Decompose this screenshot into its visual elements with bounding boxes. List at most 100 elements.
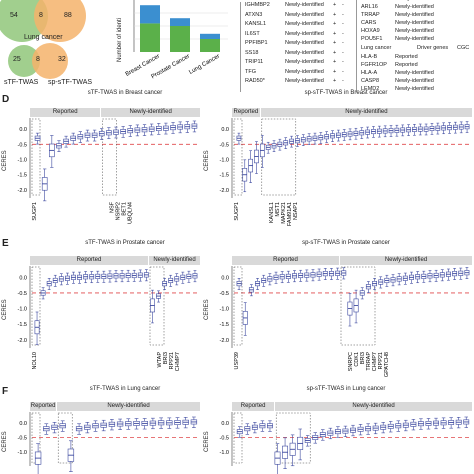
gene-table-mark: - — [342, 30, 344, 37]
box-mark — [131, 269, 137, 282]
y-tick-label: -0.5 — [220, 436, 229, 442]
box-mark — [157, 417, 165, 429]
box-plot-panel: Reported Newly-identified CERES 0.0 -0.5 -1.0… — [204, 108, 472, 226]
gene-table-mark: - — [342, 40, 344, 46]
venn-top-label: Lung cancer — [24, 34, 63, 41]
y-tick-label: -1.5 — [220, 173, 229, 179]
box-mark — [458, 267, 464, 280]
y-axis-label: CERES — [2, 299, 8, 320]
box-mark — [180, 271, 186, 284]
box-mark — [251, 421, 258, 434]
strip-newly-identified: Newly-identified — [57, 402, 200, 411]
gene-table-status: Newly-identified — [395, 20, 434, 26]
box-mark — [463, 416, 470, 428]
box-mark — [133, 418, 140, 430]
box-plot-panel: Reported Newly-identified CERES 0.0 -0.5 -1.0… — [2, 108, 200, 224]
gene-label: KANSL1 — [269, 202, 275, 223]
venn-bottom-left-count: 25 — [13, 56, 21, 63]
bar-ylabel: Number of identi — [117, 17, 123, 62]
box-mark — [410, 419, 417, 431]
gene-table-mark: - — [342, 11, 344, 18]
venn-bottom-label-left: sTF-TWAS — [4, 79, 39, 86]
gene-table-mark: - — [342, 59, 344, 65]
y-tick-label: -1.0 — [18, 307, 27, 313]
box-mark — [334, 426, 341, 438]
y-tick-label: 0.0 — [221, 127, 229, 133]
strip-newly-identified: Newly-identified — [260, 108, 472, 117]
box-mark — [77, 271, 82, 284]
gene-table-status: Newly-identified — [285, 30, 324, 37]
box-mark — [34, 311, 40, 346]
box-mark — [453, 121, 458, 134]
y-tick-label: 0.0 — [221, 421, 229, 427]
gene-table-gene: IL6ST — [245, 30, 260, 37]
box-mark — [155, 123, 162, 135]
box-mark — [297, 428, 304, 461]
box-mark — [441, 122, 447, 135]
box-mark — [464, 121, 470, 133]
y-axis-label: CERES — [2, 431, 8, 452]
gene-label: WTAP — [157, 352, 163, 368]
highlight-box — [31, 412, 41, 464]
panel-letter-d: D — [2, 94, 10, 105]
box-mark — [84, 129, 91, 142]
box-mark — [376, 125, 382, 138]
box-mark — [335, 267, 341, 280]
box-mark — [186, 270, 192, 283]
bar-segment — [200, 39, 220, 52]
highlight-box — [233, 266, 243, 346]
box-mark — [34, 443, 42, 474]
gene-label: SUGP1 — [234, 202, 240, 221]
venn-circle-left — [8, 45, 40, 77]
box-mark — [435, 122, 441, 135]
strip-newly-identified: Newly-identified — [275, 402, 472, 411]
box-mark — [328, 268, 334, 280]
box-mark — [77, 131, 84, 143]
box-mark — [421, 270, 427, 283]
box-mark — [384, 274, 390, 287]
box-mark — [429, 123, 435, 135]
strip-reported: Reported — [30, 108, 101, 117]
gene-table-status: Reported — [395, 54, 418, 60]
box-mark — [52, 274, 58, 287]
gene-table-status: Newly-identified — [395, 78, 434, 84]
box-mark — [34, 132, 41, 145]
y-tick-label: -2.0 — [220, 188, 229, 194]
box-mark — [101, 270, 107, 283]
y-tick-label: -0.5 — [18, 291, 27, 297]
box-mark — [445, 268, 451, 281]
box-mark — [40, 287, 46, 300]
box-mark — [113, 270, 119, 283]
gene-table-status: Newly-identified — [395, 86, 434, 92]
box-mark — [372, 278, 378, 290]
gene-label: GPATCH8 — [384, 352, 390, 377]
gene-table-mark: + — [333, 21, 337, 27]
y-tick-label: -1.5 — [18, 322, 27, 328]
box-mark — [312, 432, 319, 444]
box-mark — [108, 419, 116, 431]
box-mark — [400, 124, 406, 137]
box-mark — [116, 418, 124, 430]
gene-label: NOL10 — [32, 352, 38, 369]
box-mark — [279, 271, 285, 284]
box-mark — [378, 276, 384, 289]
box-plot-panel: Reported Newly-identified CERES 0.0 -0.5 -1.0… — [204, 256, 472, 377]
box-mark — [244, 423, 251, 435]
box-mark — [259, 420, 266, 432]
box-mark — [63, 135, 69, 148]
box-plot-svg: 0.0 -0.5 -1.0 -1.5 -2.0 NOL10 WTAP BRI3 RPP21 CHM… — [18, 266, 200, 371]
gene-table-status: Newly-identified — [395, 28, 434, 34]
gene-table-status: Newly-identified — [285, 78, 324, 84]
venn-bottom — [8, 43, 68, 79]
gene-table-gene: FGFR1OP — [361, 62, 387, 68]
box-plot-svg: 0.0 -0.5 -1.0 -1.5 -2.0 USP39 SNRPC CDK1 BRI3 TRR… — [220, 266, 472, 377]
gene-table-mark: + — [333, 49, 337, 56]
highlight-box — [233, 118, 243, 196]
box-mark — [388, 125, 394, 137]
box-mark — [75, 423, 83, 435]
box-mark — [43, 423, 50, 435]
box-mark — [357, 424, 364, 436]
box-mark — [447, 122, 452, 134]
box-mark — [316, 268, 322, 281]
box-mark — [236, 278, 242, 290]
